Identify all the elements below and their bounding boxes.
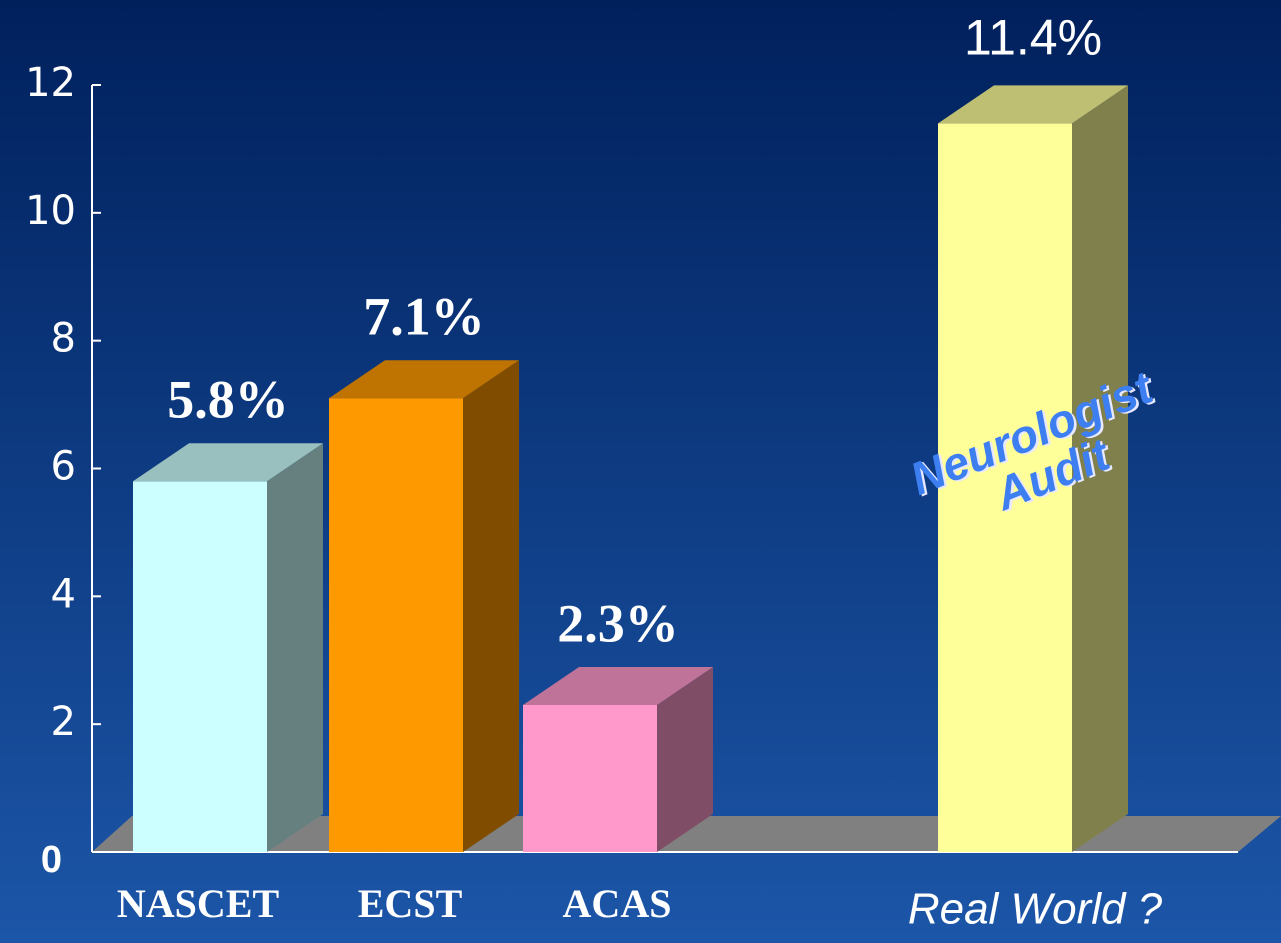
bar [133, 481, 267, 852]
bar-side [657, 666, 713, 852]
bar-side [1072, 85, 1128, 853]
bar-side [463, 360, 519, 852]
bar-top [523, 666, 713, 705]
x-tick-label: NASCET [117, 881, 280, 926]
bar [523, 704, 657, 852]
y-tick-label: 2 [51, 699, 76, 745]
value-label: 11.4% [964, 10, 1102, 66]
x-tick-label: Real World ? [908, 885, 1163, 934]
y-tick-label: 10 [25, 188, 76, 234]
y-tick-label: 8 [51, 316, 76, 362]
x-tick-label: ACAS [563, 881, 672, 926]
bar-top [329, 360, 519, 399]
x-tick-label: ECST [358, 881, 463, 926]
value-label: 7.1% [363, 287, 485, 347]
value-label: 5.8% [167, 370, 289, 430]
y-tick-label: 6 [51, 444, 76, 490]
bar-top [938, 85, 1128, 124]
bar-top [133, 443, 323, 482]
bar-side [267, 443, 323, 852]
y-tick-label: 12 [25, 60, 76, 106]
value-label: 2.3% [557, 593, 679, 653]
bar [938, 123, 1072, 853]
bar [329, 398, 463, 852]
y-tick-label: 4 [51, 571, 76, 617]
y-tick-label: 0 [41, 839, 62, 881]
